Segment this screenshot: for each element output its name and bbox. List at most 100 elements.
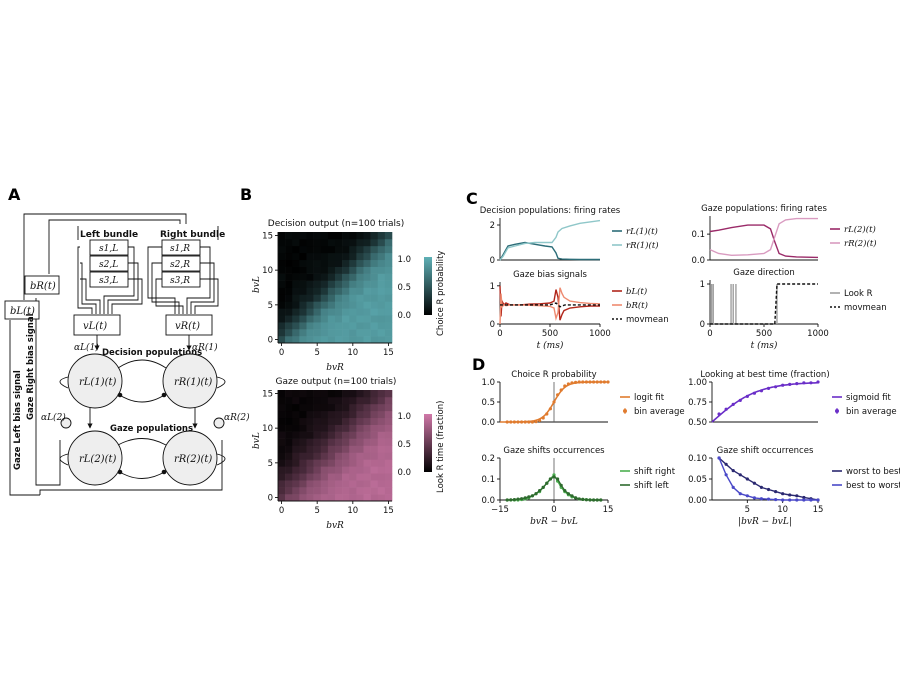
heatmap-cell [299,452,307,460]
data-point [520,420,524,424]
heatmap-cell [370,294,379,302]
cbar-tick: 0.5 [397,283,411,293]
legend-label: logit fit [634,393,665,403]
heatmap-cell [327,445,336,453]
inhib-link [117,470,167,479]
bias-right-box [24,275,60,295]
heatmap-cell [363,396,371,405]
heatmap-cell [377,294,386,302]
chart-title: Gaze bias signals [513,270,587,280]
heatmap-cell [384,252,393,261]
heatmap-cell [320,390,329,398]
heatmap-cell [313,410,322,419]
heatmap-cell [313,301,322,309]
heatmap-cell [384,308,393,316]
data-point [595,380,599,384]
heatmap-cell [356,459,364,467]
y-tick-label: 15 [262,231,273,241]
heatmap-gaze-title: Gaze output (n=100 trials) [276,377,397,387]
heatmap-cell [278,308,286,316]
heatmap-cell [377,459,386,467]
heatmap-cell [292,466,300,474]
y-tick-label: 0 [700,320,705,330]
heatmap-cell [306,329,314,337]
data-point [574,496,578,500]
heatmap-cell [313,480,322,488]
heatmap-cell [335,252,343,261]
heatmap-cell [377,266,386,274]
heatmap-cell [299,445,307,453]
heatmap-cell [285,431,293,439]
y-tick-label: 0.50 [688,418,707,428]
heatmap-cell [377,396,386,405]
y-tick-label: 15 [262,389,273,399]
data-point [530,420,535,424]
data-point [592,380,596,384]
data-point [527,420,531,424]
data-point [584,498,589,502]
heatmap-cell [384,232,393,240]
data-point [548,407,553,411]
data-point [759,389,764,393]
cbar-tick: 0.0 [397,311,411,321]
heatmap-cell [285,445,293,453]
data-point [724,407,728,411]
heatmap-cell [342,459,350,467]
heatmap-cell [384,336,393,344]
heatmap-cell [278,287,286,295]
heatmap-cell [342,452,350,460]
heatmap-cell [278,238,286,247]
data-point [574,380,578,384]
series-line [500,302,600,308]
heatmap-cell [278,396,286,405]
legend-label: bR(t) [626,300,648,311]
heatmap-cell [285,466,293,474]
heatmap-cell [327,294,336,302]
heatmap-cell [327,431,336,439]
heatmap-cell [377,473,386,481]
heatmap-cell [320,308,329,316]
x-tick-label: 0 [279,506,284,516]
chart-C_gaze_direction: Gaze direction 0 1 0 500 1000 t (ms) Look R movm… [700,268,887,351]
heatmap-cell [313,329,322,337]
alpha-left-unit [60,417,72,429]
heatmap-cell [313,417,322,425]
heatmap-cell [377,322,386,330]
heatmap-cell [384,245,393,254]
heatmap-cell [342,294,350,302]
alpha-right-unit [213,417,225,429]
data-point [602,380,607,384]
heatmap-cell [327,266,336,274]
heatmap-cell [292,487,300,495]
gaze-populations-label: Gaze populations [110,424,193,434]
heatmap-cell [320,336,329,344]
chart-D_best_time: Looking at best time (fraction) 0.50 0.75 1… [688,370,897,428]
data-point [545,481,549,485]
heatmap-cell [377,494,386,502]
heatmap-cell [285,390,293,398]
heatmap-cell [363,487,371,495]
heatmap-cell [285,417,293,425]
heatmap-cell [370,245,379,254]
series-line [718,457,819,501]
heatmap-cell [306,473,314,481]
heatmap-cell [320,294,329,302]
legend-swatch [623,409,627,413]
heatmap-cell [370,438,379,446]
heatmap-cell [327,480,336,488]
heatmap-cell [299,245,307,254]
heatmap-cell [342,424,350,432]
data-point [774,490,778,494]
heatmap-cell [349,466,357,474]
x-tick-label: 0 [497,329,502,339]
heatmap-cell [384,280,393,288]
heatmap-cell [356,245,364,254]
heatmap-cell [320,417,329,425]
heatmap-cell [356,308,364,316]
heatmap-cell [335,431,343,439]
heatmap-cell [342,410,350,419]
heatmap-cell [356,424,364,432]
heatmap-cell [285,308,293,316]
heatmap-cell [349,480,357,488]
heatmap-cell [278,480,286,488]
